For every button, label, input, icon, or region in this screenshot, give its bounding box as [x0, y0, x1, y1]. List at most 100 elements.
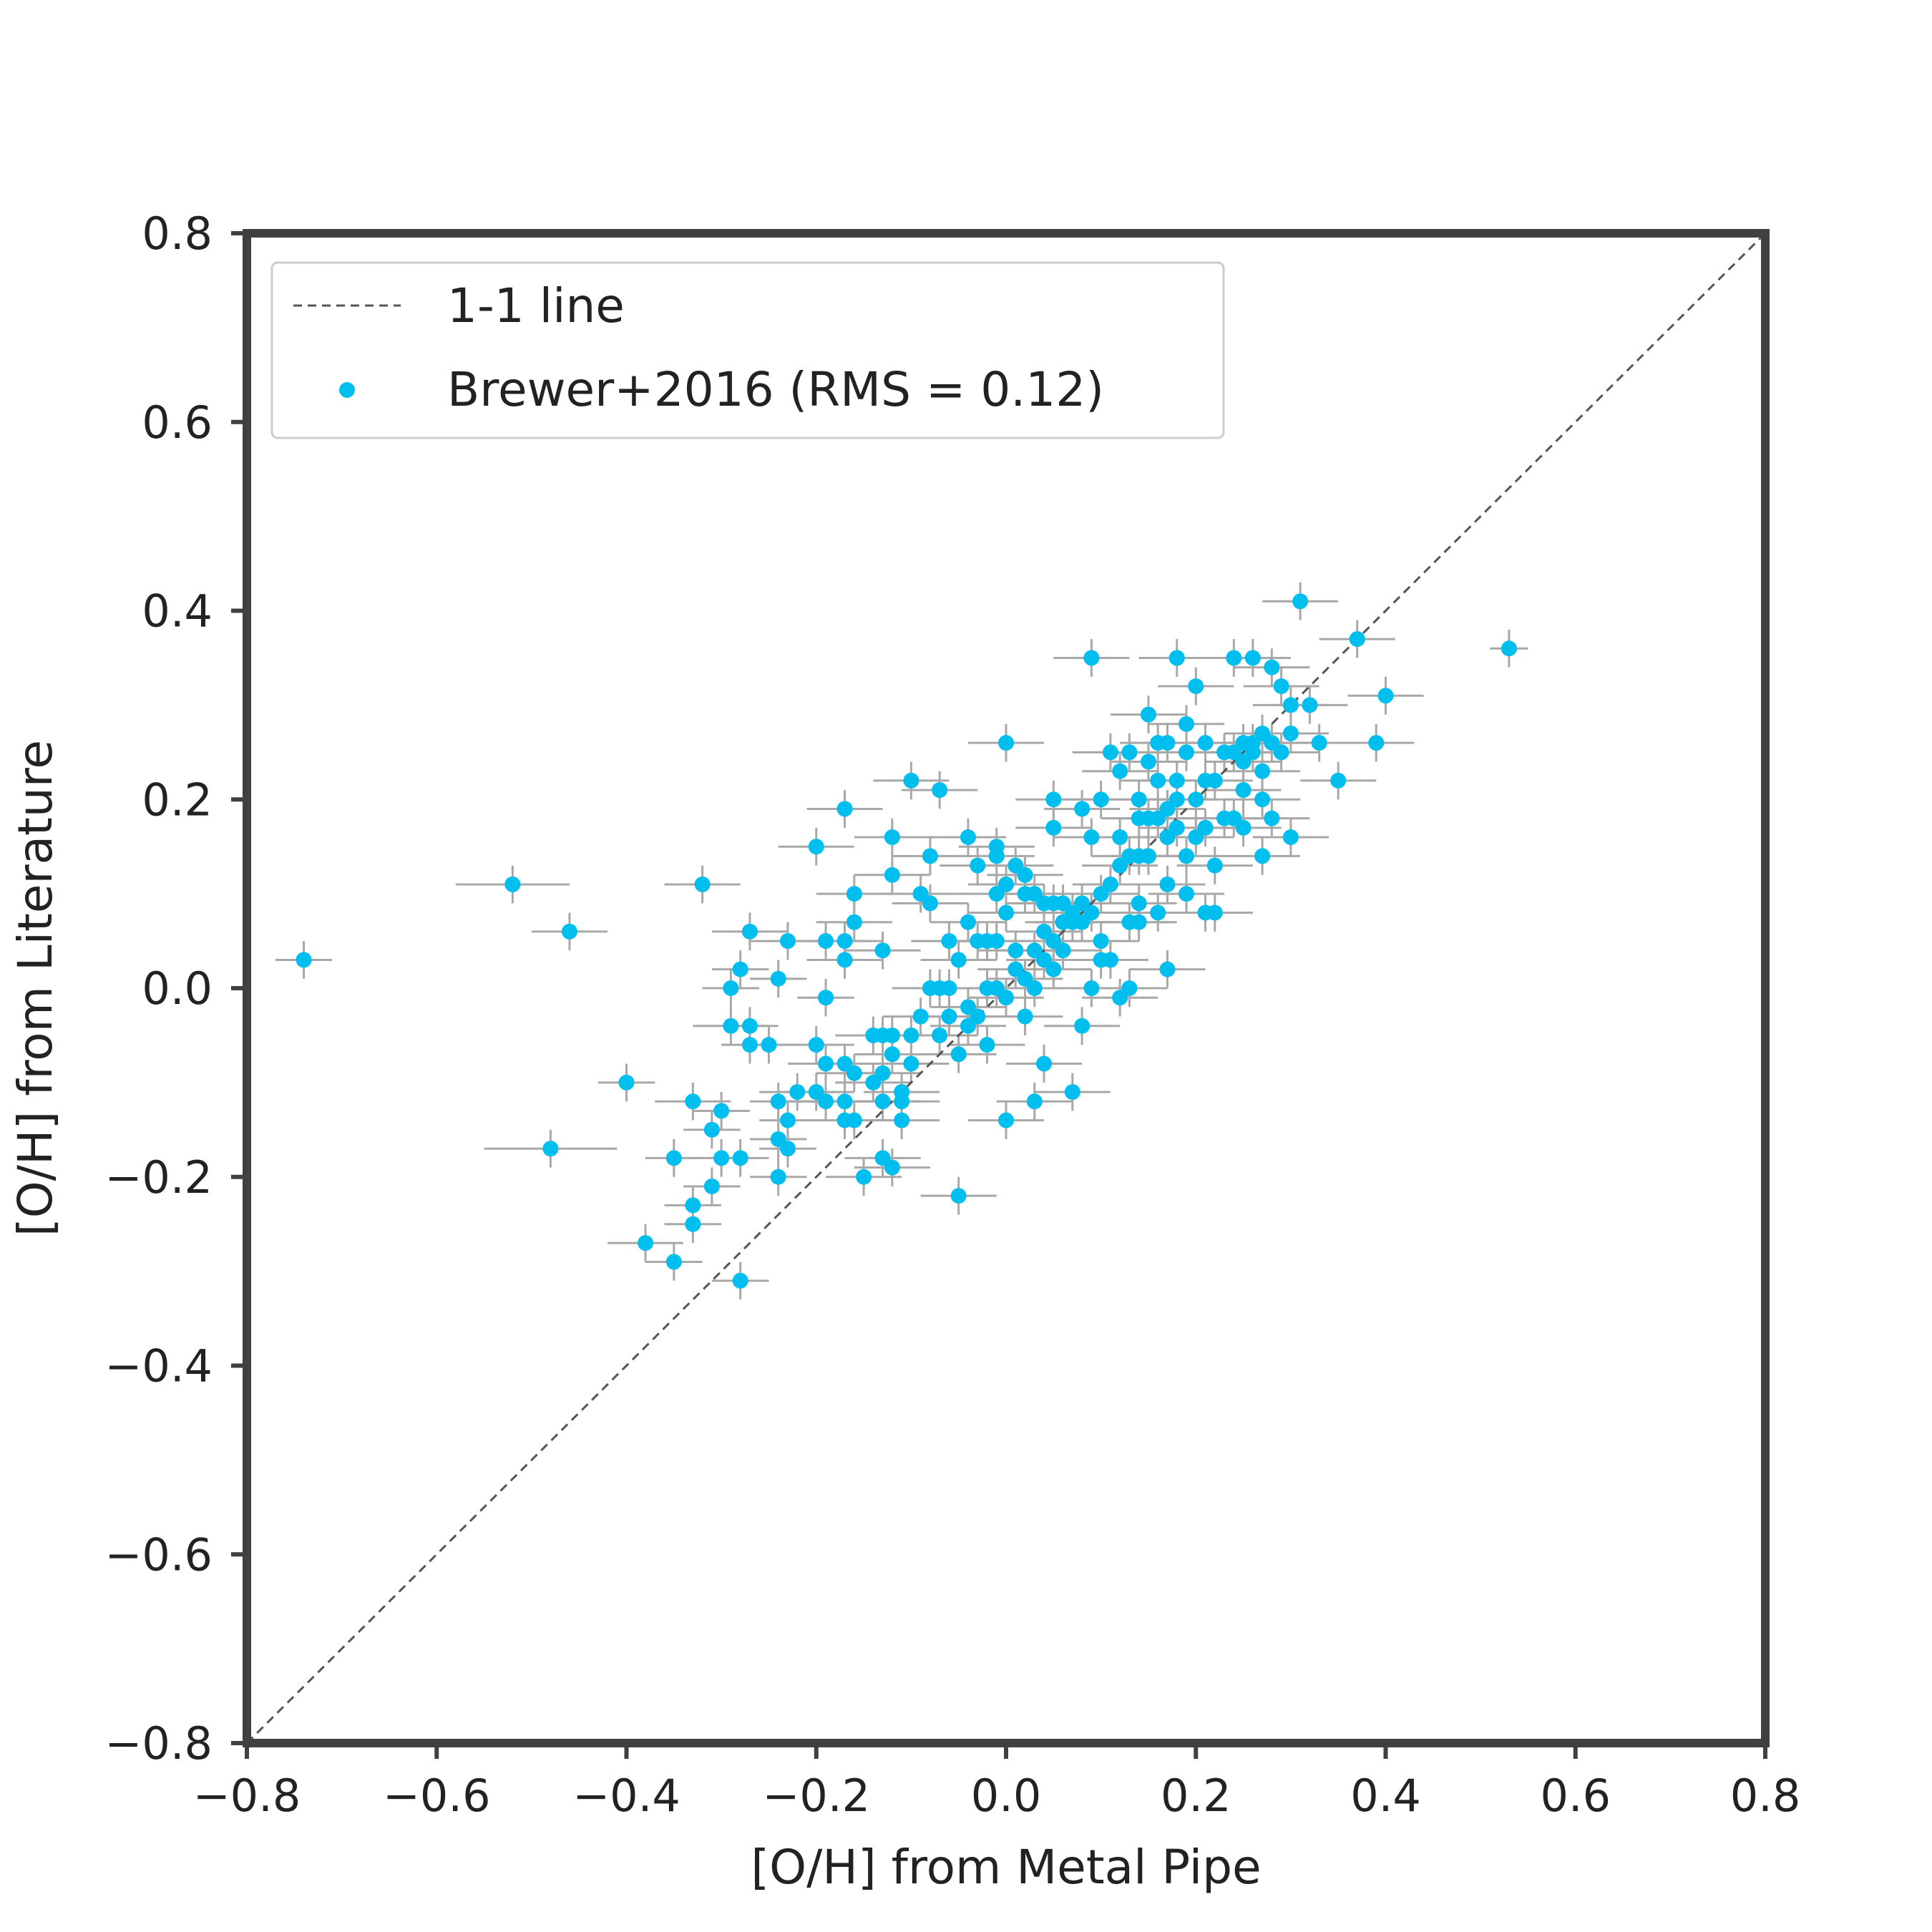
data-point — [1169, 650, 1185, 666]
data-point — [998, 1112, 1014, 1128]
data-point — [1093, 933, 1109, 950]
data-point — [884, 1159, 900, 1176]
data-point — [779, 933, 796, 950]
legend: 1-1 line Brewer+2016 (RMS = 0.12) — [270, 261, 1225, 439]
data-point — [685, 1216, 701, 1232]
data-point — [884, 829, 900, 845]
data-point — [779, 1112, 796, 1128]
data-point — [1244, 650, 1261, 666]
x-axis-ticks: −0.8 −0.6 −0.4 −0.2 0.0 0.2 0.4 0.6 0.8 — [193, 1743, 1800, 1822]
data-point — [894, 1112, 910, 1128]
data-point — [1206, 772, 1223, 789]
data-point — [1140, 706, 1156, 723]
data-point — [903, 772, 919, 789]
data-point — [903, 1055, 919, 1072]
data-point — [836, 1093, 853, 1110]
data-point — [1159, 961, 1176, 977]
data-point — [818, 933, 834, 950]
data-point — [836, 952, 853, 968]
data-point — [1083, 980, 1100, 996]
data-point — [1302, 697, 1318, 713]
data-point — [1282, 697, 1299, 713]
data-point — [1045, 961, 1062, 977]
data-point — [1140, 848, 1156, 864]
data-point — [665, 1150, 682, 1166]
data-point — [703, 1121, 720, 1138]
legend-box — [270, 261, 1225, 439]
data-point — [703, 1178, 720, 1194]
data-point — [1235, 782, 1252, 799]
data-point — [1501, 640, 1517, 657]
data-point — [998, 990, 1014, 1006]
y-tick-label: 0.6 — [142, 396, 213, 449]
data-point — [950, 952, 967, 968]
y-tick-label: −0.8 — [104, 1717, 213, 1770]
data-point — [685, 1197, 701, 1214]
data-point — [818, 1055, 834, 1072]
data-point — [950, 1188, 967, 1204]
data-point — [1017, 1008, 1033, 1025]
data-point — [818, 990, 834, 1006]
data-point — [1178, 886, 1194, 902]
data-point — [932, 782, 948, 799]
data-point — [960, 914, 976, 930]
data-point — [846, 886, 862, 902]
data-point — [998, 876, 1014, 892]
data-point — [770, 1169, 786, 1185]
data-point — [1273, 678, 1289, 694]
x-tick-label: −0.2 — [762, 1770, 870, 1822]
data-point — [950, 1046, 967, 1063]
data-point — [1206, 904, 1223, 921]
data-point — [732, 1272, 748, 1289]
data-point — [665, 1254, 682, 1270]
data-point — [979, 1037, 995, 1053]
x-tick-label: 0.2 — [1161, 1770, 1231, 1822]
data-point — [941, 1008, 957, 1025]
data-point — [884, 1046, 900, 1063]
data-point — [970, 857, 986, 874]
data-point — [808, 1037, 824, 1053]
data-point — [1169, 791, 1185, 808]
y-tick-label: −0.4 — [104, 1340, 213, 1392]
data-point — [1112, 763, 1128, 779]
data-point — [1121, 980, 1138, 996]
data-point — [1074, 801, 1091, 817]
data-point — [1112, 829, 1128, 845]
data-point — [779, 1141, 796, 1157]
data-point — [836, 933, 853, 950]
data-point — [818, 1093, 834, 1110]
data-point — [1188, 678, 1204, 694]
data-point — [1102, 952, 1118, 968]
data-point — [561, 923, 577, 940]
data-point — [732, 1150, 748, 1166]
data-point — [1140, 753, 1156, 770]
data-point — [1178, 716, 1194, 732]
data-point — [1349, 631, 1365, 648]
data-point — [836, 1112, 853, 1128]
error-bars — [275, 582, 1528, 1300]
y-tick-label: −0.6 — [104, 1528, 213, 1581]
data-point — [723, 1018, 739, 1034]
data-point — [542, 1141, 559, 1157]
data-point — [713, 1150, 730, 1166]
data-point — [1188, 791, 1204, 808]
data-point — [1169, 772, 1185, 789]
data-point — [836, 801, 853, 817]
data-point — [1254, 791, 1271, 808]
data-point — [1131, 791, 1147, 808]
data-point — [1282, 725, 1299, 741]
data-point — [1102, 876, 1118, 892]
data-point — [941, 933, 957, 950]
data-point — [1045, 791, 1062, 808]
data-point — [970, 1008, 986, 1025]
data-point — [1064, 1084, 1080, 1101]
data-point — [1254, 848, 1271, 864]
data-point — [1026, 1093, 1043, 1110]
x-tick-label: 0.4 — [1350, 1770, 1421, 1822]
x-tick-label: −0.8 — [193, 1770, 301, 1822]
data-point — [1036, 1055, 1053, 1072]
data-point — [1093, 791, 1109, 808]
data-point — [922, 848, 938, 864]
data-point — [1235, 819, 1252, 836]
data-point — [1264, 659, 1280, 675]
